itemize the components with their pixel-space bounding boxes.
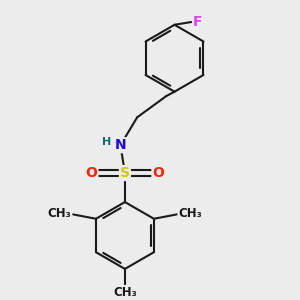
Text: O: O [152, 166, 164, 180]
Text: S: S [120, 166, 130, 180]
Text: H: H [102, 137, 111, 147]
Text: N: N [115, 138, 126, 152]
Text: CH₃: CH₃ [178, 207, 202, 220]
Text: CH₃: CH₃ [113, 286, 137, 299]
Text: F: F [193, 15, 203, 29]
Text: CH₃: CH₃ [48, 207, 71, 220]
Text: O: O [85, 166, 98, 180]
